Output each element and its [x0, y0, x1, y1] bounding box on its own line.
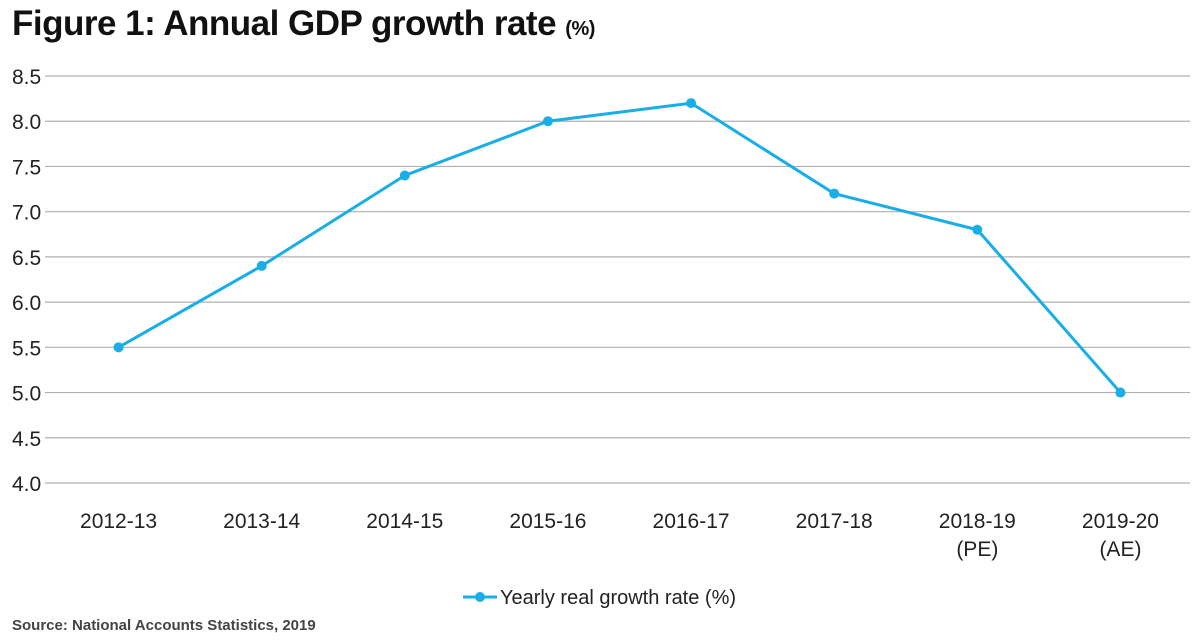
title-text: Figure 1: Annual GDP growth rate: [12, 4, 557, 43]
data-point: [399, 170, 410, 181]
data-point: [686, 98, 697, 109]
x-tick-label: (AE): [1099, 538, 1141, 561]
data-point: [542, 116, 553, 127]
legend-marker: [475, 592, 485, 602]
chart-title: Figure 1: Annual GDP growth rate (%): [12, 4, 595, 44]
data-point: [113, 342, 124, 353]
y-tick-label: 8.5: [12, 66, 41, 89]
x-tick-label: 2012-13: [80, 510, 157, 533]
x-tick-label: 2019-20: [1082, 510, 1159, 533]
y-tick-label: 6.0: [12, 292, 41, 315]
legend-label: Yearly real growth rate (%): [500, 587, 736, 609]
y-tick-label: 8.0: [12, 111, 41, 134]
x-tick-label: 2013-14: [223, 510, 300, 533]
y-tick-label: 7.0: [12, 202, 41, 225]
source-note: Source: National Accounts Statistics, 20…: [12, 617, 316, 634]
y-tick-label: 5.0: [12, 383, 41, 406]
data-point: [829, 188, 840, 199]
y-tick-label: 4.5: [12, 428, 41, 451]
x-tick-label: (PE): [956, 538, 998, 561]
data-point: [972, 224, 983, 235]
x-tick-label: 2016-17: [653, 510, 730, 533]
x-tick-label: 2015-16: [509, 510, 586, 533]
data-point: [256, 260, 267, 271]
x-tick-label: 2018-19: [939, 510, 1016, 533]
title-unit: (%): [565, 18, 595, 40]
x-tick-label: 2017-18: [796, 510, 873, 533]
x-tick-label: 2014-15: [366, 510, 443, 533]
y-tick-label: 7.5: [12, 156, 41, 179]
y-tick-label: 6.5: [12, 247, 41, 270]
data-point: [1115, 387, 1126, 398]
y-tick-label: 4.0: [12, 473, 41, 496]
series-line: [117, 101, 1122, 394]
y-tick-label: 5.5: [12, 337, 41, 360]
